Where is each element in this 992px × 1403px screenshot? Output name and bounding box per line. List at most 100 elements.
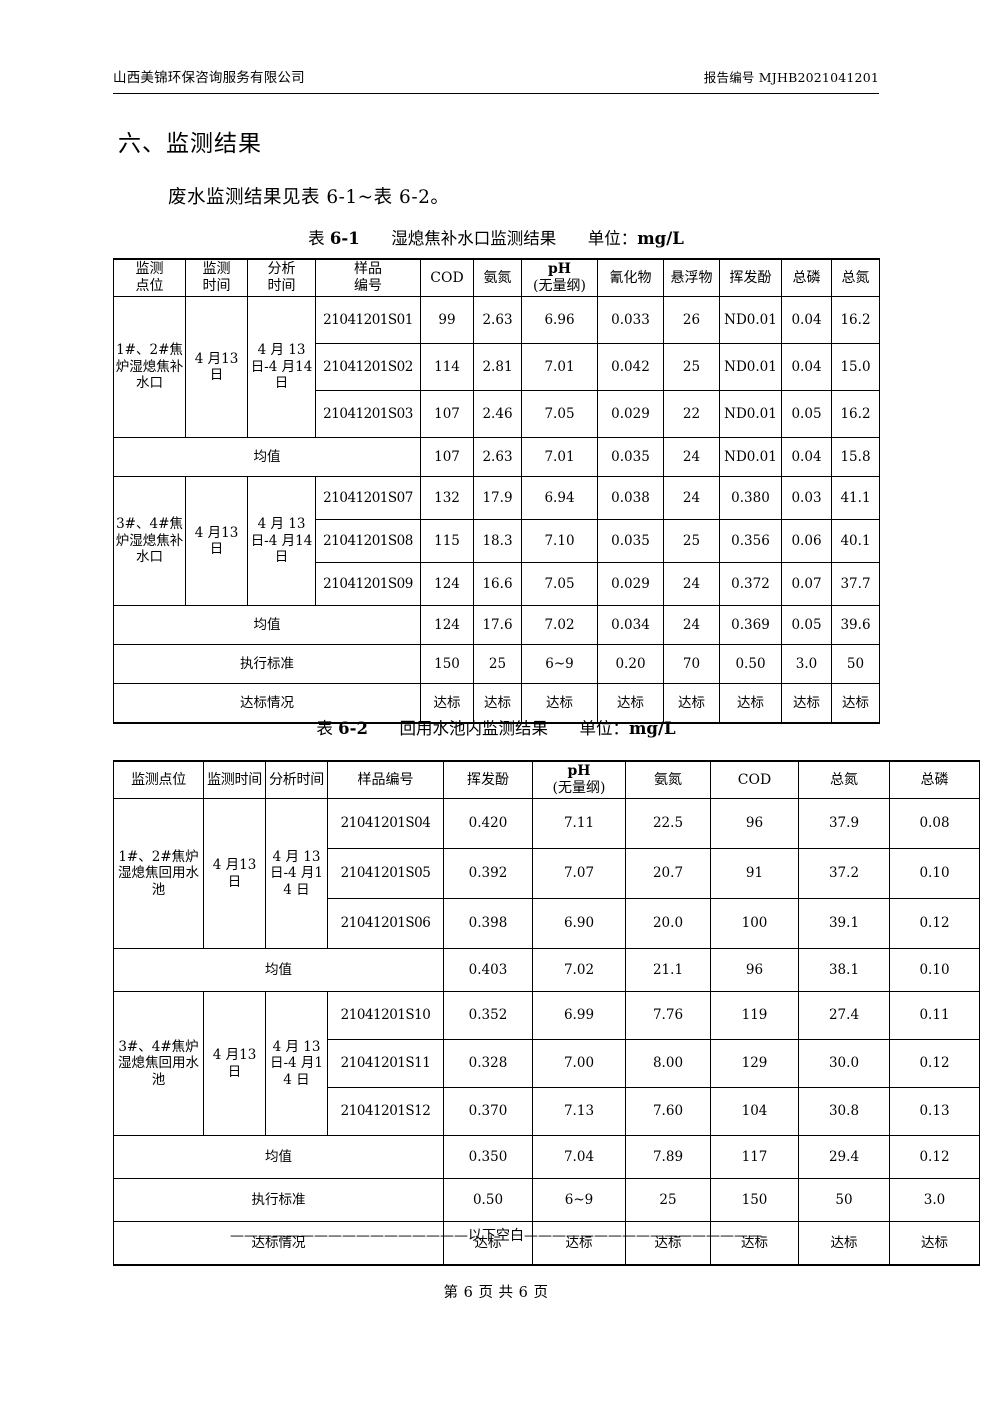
th-point: 监测 点位 xyxy=(113,258,186,298)
th-analysis-time: 分析 时间 xyxy=(247,258,316,298)
td-point-block2: 3#、4#焦炉湿熄焦补水口 xyxy=(113,476,186,607)
td-cod: 150 xyxy=(710,1178,799,1223)
td-phenol: ND0.01 xyxy=(719,343,782,392)
td-mean-label: 均值 xyxy=(113,1135,444,1180)
section-intro-text: 废水监测结果见表 6-1~表 6-2。 xyxy=(168,187,450,208)
td-cod: 104 xyxy=(710,1087,799,1137)
th-ss: 悬浮物 xyxy=(663,258,720,298)
td-tn: 50 xyxy=(798,1178,890,1223)
td-point-block2: 3#、4#焦炉湿熄焦回用水池 xyxy=(113,991,204,1137)
th-cyanide: 氰化物 xyxy=(597,258,664,298)
td-tp: 0.10 xyxy=(889,948,980,993)
td-tp: 0.04 xyxy=(781,343,832,392)
table1-caption: 表 6-1 湿熄焦补水口监测结果 单位：mg/L xyxy=(113,225,879,249)
th-ammonia: 氨氮 xyxy=(625,760,711,800)
td-cyanide: 0.035 xyxy=(597,519,664,564)
td-ss: 25 xyxy=(663,343,720,392)
td-cyanide: 0.029 xyxy=(597,562,664,607)
table2-caption-unit: mg/L xyxy=(628,719,676,738)
table-row: 21041201S11 0.328 7.00 8.00 129 30.0 0.1… xyxy=(114,1039,980,1089)
td-tp: 达标 xyxy=(889,1221,980,1266)
table-row: 21041201S12 0.370 7.13 7.60 104 30.8 0.1… xyxy=(114,1087,980,1137)
td-phenol: 0.50 xyxy=(719,644,782,685)
td-ph: 7.13 xyxy=(532,1087,626,1137)
td-tn: 39.6 xyxy=(831,605,880,646)
th-analysis-time: 分析时间 xyxy=(265,760,328,800)
td-tp: 0.05 xyxy=(781,605,832,646)
th-tn: 总氮 xyxy=(798,760,890,800)
td-mean-label: 均值 xyxy=(113,605,421,646)
td-tp: 3.0 xyxy=(781,644,832,685)
table1-caption-prefix: 表 xyxy=(308,229,330,248)
td-ammonia: 25 xyxy=(473,644,522,685)
td-sample: 21041201S07 xyxy=(315,476,421,521)
th-phenol: 挥发酚 xyxy=(719,258,782,298)
table1-caption-unit-label: 单位： xyxy=(587,229,638,248)
td-phenol: ND0.01 xyxy=(719,390,782,439)
td-phenol: 0.380 xyxy=(719,476,782,521)
td-tp: 3.0 xyxy=(889,1178,980,1223)
td-tp: 0.12 xyxy=(889,1039,980,1089)
td-ss: 70 xyxy=(663,644,720,685)
th-monitor-time: 监测时间 xyxy=(203,760,266,800)
td-ammonia: 25 xyxy=(625,1178,711,1223)
td-monitor-time-block1: 4 月13 日 xyxy=(185,296,248,439)
td-ammonia: 16.6 xyxy=(473,562,522,607)
td-tn: 30.8 xyxy=(798,1087,890,1137)
table2-caption-number: 6-2 xyxy=(338,719,368,738)
td-tn: 40.1 xyxy=(831,519,880,564)
td-ammonia: 7.89 xyxy=(625,1135,711,1180)
th-sample-no: 样品编号 xyxy=(327,760,444,800)
td-tn: 50 xyxy=(831,644,880,685)
td-tp: 0.10 xyxy=(889,848,980,900)
td-ph: 6.90 xyxy=(532,898,626,950)
td-tp: 0.05 xyxy=(781,390,832,439)
td-cod: 99 xyxy=(420,296,474,345)
td-tp: 0.04 xyxy=(781,437,832,478)
table-row-compliance: 达标情况 达标 达标 达标 达标 达标 达标 达标 达标 xyxy=(113,683,880,724)
table-row-mean: 均值 107 2.63 7.01 0.035 24 ND0.01 0.04 15… xyxy=(113,437,880,478)
td-tn: 37.9 xyxy=(798,798,890,850)
th-monitor-time: 监测 时间 xyxy=(185,258,248,298)
table-row: 21041201S08 115 18.3 7.10 0.035 25 0.356… xyxy=(114,519,880,564)
table1-header-row: 监测 点位 监测 时间 分析 时间 样品 编号 COD 氨氮 pH (无量纲) 氰… xyxy=(113,258,880,298)
td-tp: 0.13 xyxy=(889,1087,980,1137)
td-cod: 96 xyxy=(710,798,799,850)
td-tn: 29.4 xyxy=(798,1135,890,1180)
td-ss: 26 xyxy=(663,296,720,345)
table-row: 21041201S03 107 2.46 7.05 0.029 22 ND0.0… xyxy=(114,390,880,439)
th-ammonia: 氨氮 xyxy=(473,258,522,298)
th-ph-label: pH xyxy=(567,763,591,779)
td-tp: 0.08 xyxy=(889,798,980,850)
section-heading: 六、监测结果 xyxy=(118,131,262,157)
td-ph: 7.01 xyxy=(521,437,598,478)
td-ph: 7.07 xyxy=(532,848,626,900)
page-number: 第 6 页 共 6 页 xyxy=(443,1285,549,1301)
blank-section-marker: —————————————————以下空白————————————————— xyxy=(230,1228,762,1244)
td-ss: 24 xyxy=(663,605,720,646)
td-cyanide: 0.033 xyxy=(597,296,664,345)
td-ph: 7.02 xyxy=(532,948,626,993)
td-mean-label: 均值 xyxy=(113,437,421,478)
table2-header-row: 监测点位 监测时间 分析时间 样品编号 挥发酚 pH (无量纲) 氨氮 COD 总… xyxy=(113,760,980,800)
td-tp: 0.12 xyxy=(889,898,980,950)
td-compliance-label: 达标情况 xyxy=(113,683,421,724)
td-phenol: 0.392 xyxy=(443,848,533,900)
td-point-block1: 1#、2#焦炉湿熄焦补水口 xyxy=(113,296,186,439)
td-phenol: 0.352 xyxy=(443,991,533,1041)
table-6-1: 监测 点位 监测 时间 分析 时间 样品 编号 COD 氨氮 pH (无量纲) 氰… xyxy=(113,258,880,725)
th-sample-no: 样品 编号 xyxy=(315,258,421,298)
td-tn: 15.8 xyxy=(831,437,880,478)
report-number: 报告编号 MJHB2021041201 xyxy=(703,70,879,85)
td-ph: 7.02 xyxy=(521,605,598,646)
td-ph: 7.05 xyxy=(521,562,598,607)
td-tn: 16.2 xyxy=(831,390,880,439)
table-row: 3#、4#焦炉湿熄焦回用水池 4 月13 日 4 月 13 日-4 月14 日 … xyxy=(113,991,980,1137)
td-ss: 24 xyxy=(663,437,720,478)
td-ss: 22 xyxy=(663,390,720,439)
td-ph: 6.96 xyxy=(521,296,598,345)
td-cod: 129 xyxy=(710,1039,799,1089)
td-ammonia: 8.00 xyxy=(625,1039,711,1089)
td-phenol: 0.398 xyxy=(443,898,533,950)
td-sample: 21041201S12 xyxy=(327,1087,444,1137)
